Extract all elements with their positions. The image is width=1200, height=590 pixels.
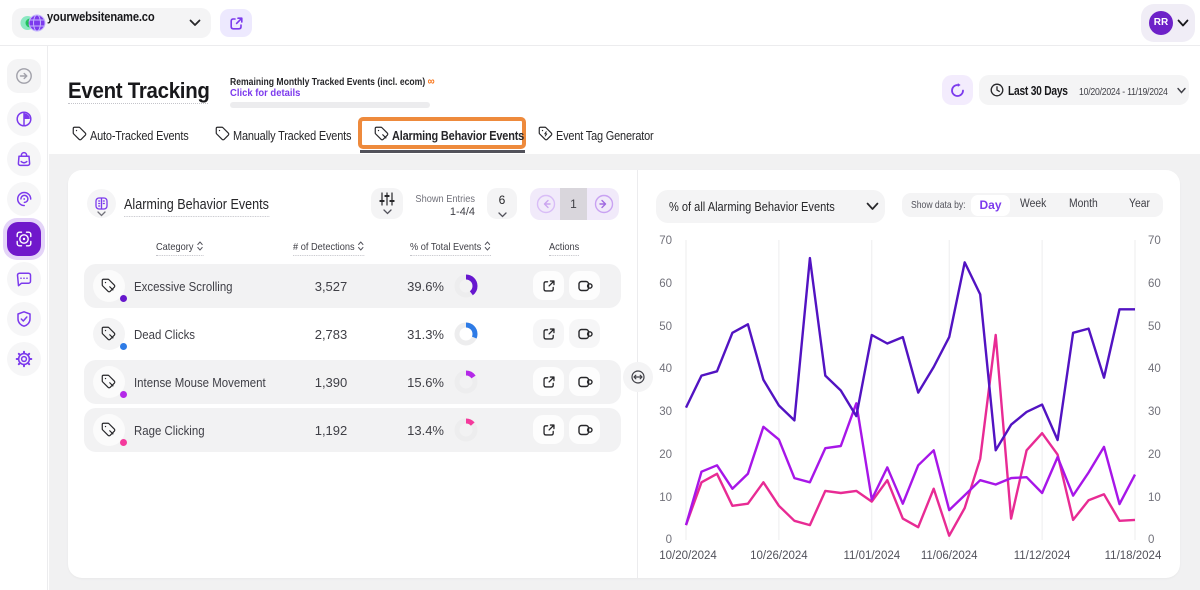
svg-text:20: 20 — [659, 449, 672, 461]
svg-text:40: 40 — [1148, 363, 1161, 375]
svg-text:10: 10 — [1148, 492, 1161, 504]
svg-text:11/06/2024: 11/06/2024 — [921, 550, 978, 562]
svg-text:10/26/2024: 10/26/2024 — [750, 550, 808, 562]
svg-text:11/01/2024: 11/01/2024 — [843, 550, 900, 562]
svg-text:70: 70 — [1148, 235, 1161, 247]
svg-text:10/20/2024: 10/20/2024 — [659, 550, 717, 562]
svg-text:0: 0 — [1148, 534, 1154, 546]
svg-text:11/18/2024: 11/18/2024 — [1105, 550, 1162, 562]
svg-text:50: 50 — [1148, 321, 1161, 333]
svg-text:20: 20 — [1148, 449, 1161, 461]
svg-text:30: 30 — [1148, 406, 1161, 418]
svg-text:0: 0 — [666, 534, 672, 546]
svg-text:30: 30 — [659, 406, 672, 418]
svg-text:40: 40 — [659, 363, 672, 375]
svg-text:70: 70 — [659, 235, 672, 247]
svg-text:60: 60 — [659, 278, 672, 290]
svg-text:60: 60 — [1148, 278, 1161, 290]
svg-text:11/12/2024: 11/12/2024 — [1014, 550, 1071, 562]
svg-text:50: 50 — [659, 321, 672, 333]
svg-text:10: 10 — [659, 492, 672, 504]
